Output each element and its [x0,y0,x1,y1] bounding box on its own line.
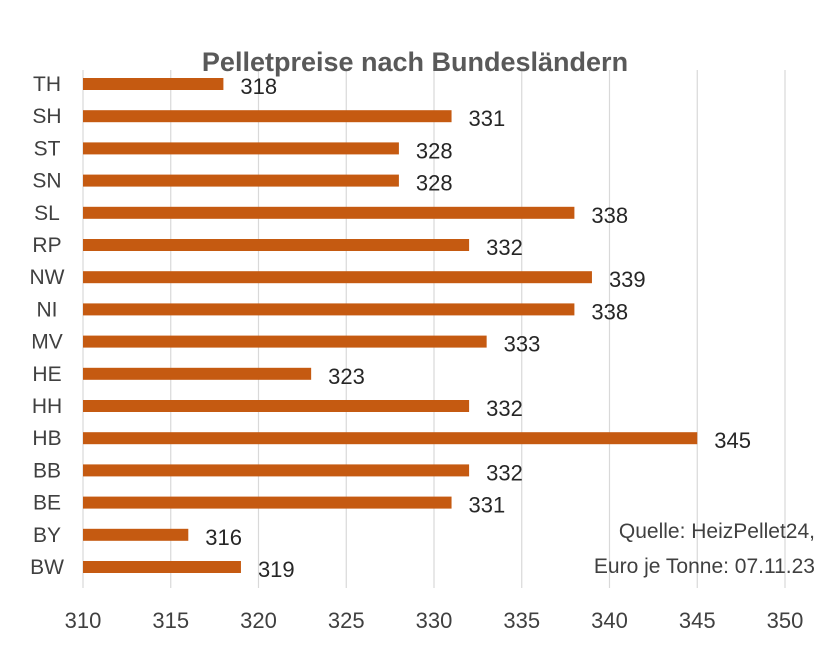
bar-rp [83,239,470,251]
category-label-sh: SH [32,105,61,128]
category-label-hh: HH [32,395,62,418]
category-label-ni: NI [37,298,58,321]
bar-sh [83,110,452,123]
bar-hb [83,432,698,445]
bar-sl [83,206,575,219]
x-tick-label: 320 [240,608,277,633]
bar-th [83,78,224,90]
bar-be [83,496,452,509]
data-labels: 318 331 328 328 338 332 339 338 333 323 332 345 332 3… [205,74,751,582]
category-label-be: BE [33,492,61,515]
x-axis-tick-labels: 310 315 320 325 330 335 340 345 350 [65,608,804,633]
category-label-rp: RP [32,234,61,257]
x-tick-label: 330 [416,608,453,633]
category-label-by: BY [33,524,61,547]
x-tick-label: 310 [65,608,102,633]
x-tick-label: 325 [328,608,365,633]
data-label-st: 328 [416,138,453,163]
data-label-sn: 328 [416,171,453,196]
bar-bb [83,464,470,477]
source-line-1: Quelle: HeizPellet24, [619,520,815,543]
data-label-sl: 338 [591,203,628,228]
bar-bw [83,561,241,573]
category-label-st: ST [34,137,61,160]
data-label-hb: 345 [714,428,751,453]
chart-title: Pelletpreise nach Bundesländern [202,47,628,77]
data-label-sh: 331 [469,106,506,131]
category-label-sl: SL [34,202,60,225]
x-tick-label: 345 [679,608,716,633]
x-tick-label: 335 [503,608,540,633]
category-label-bw: BW [30,556,64,579]
data-label-mv: 333 [504,332,541,357]
category-label-hb: HB [32,427,61,450]
bar-nw [83,271,592,284]
data-label-hh: 332 [486,396,523,421]
category-label-he: HE [32,363,61,386]
bar-by [83,528,189,541]
bars [83,78,698,573]
data-label-th: 318 [240,74,277,99]
x-tick-label: 350 [767,608,804,633]
bar-st [83,142,399,155]
category-label-sn: SN [32,170,61,193]
bar-mv [83,335,487,348]
data-label-be: 331 [469,493,506,518]
x-tick-label: 340 [591,608,628,633]
data-label-rp: 332 [486,235,523,260]
data-label-he: 323 [328,364,365,389]
source-line-2: Euro je Tonne: 07.11.23 [594,555,815,578]
x-tick-label: 315 [152,608,189,633]
category-labels: TH SH ST SN SL RP NW NI MV HE HH HB BB BE BY BW [30,73,65,579]
category-label-nw: NW [30,266,65,289]
bar-he [83,367,312,380]
gridlines [82,70,786,588]
data-label-by: 316 [205,525,242,550]
category-label-bb: BB [33,459,61,482]
data-label-ni: 338 [591,299,628,324]
source-annotation: Quelle: HeizPellet24, Euro je Tonne: 07.… [594,520,815,578]
data-label-bb: 332 [486,460,523,485]
data-label-nw: 339 [609,267,646,292]
bar-sn [83,174,399,187]
bar-ni [83,303,575,316]
category-label-th: TH [33,73,61,96]
category-label-mv: MV [31,331,63,354]
bar-hh [83,400,470,412]
data-label-bw: 319 [258,557,295,582]
